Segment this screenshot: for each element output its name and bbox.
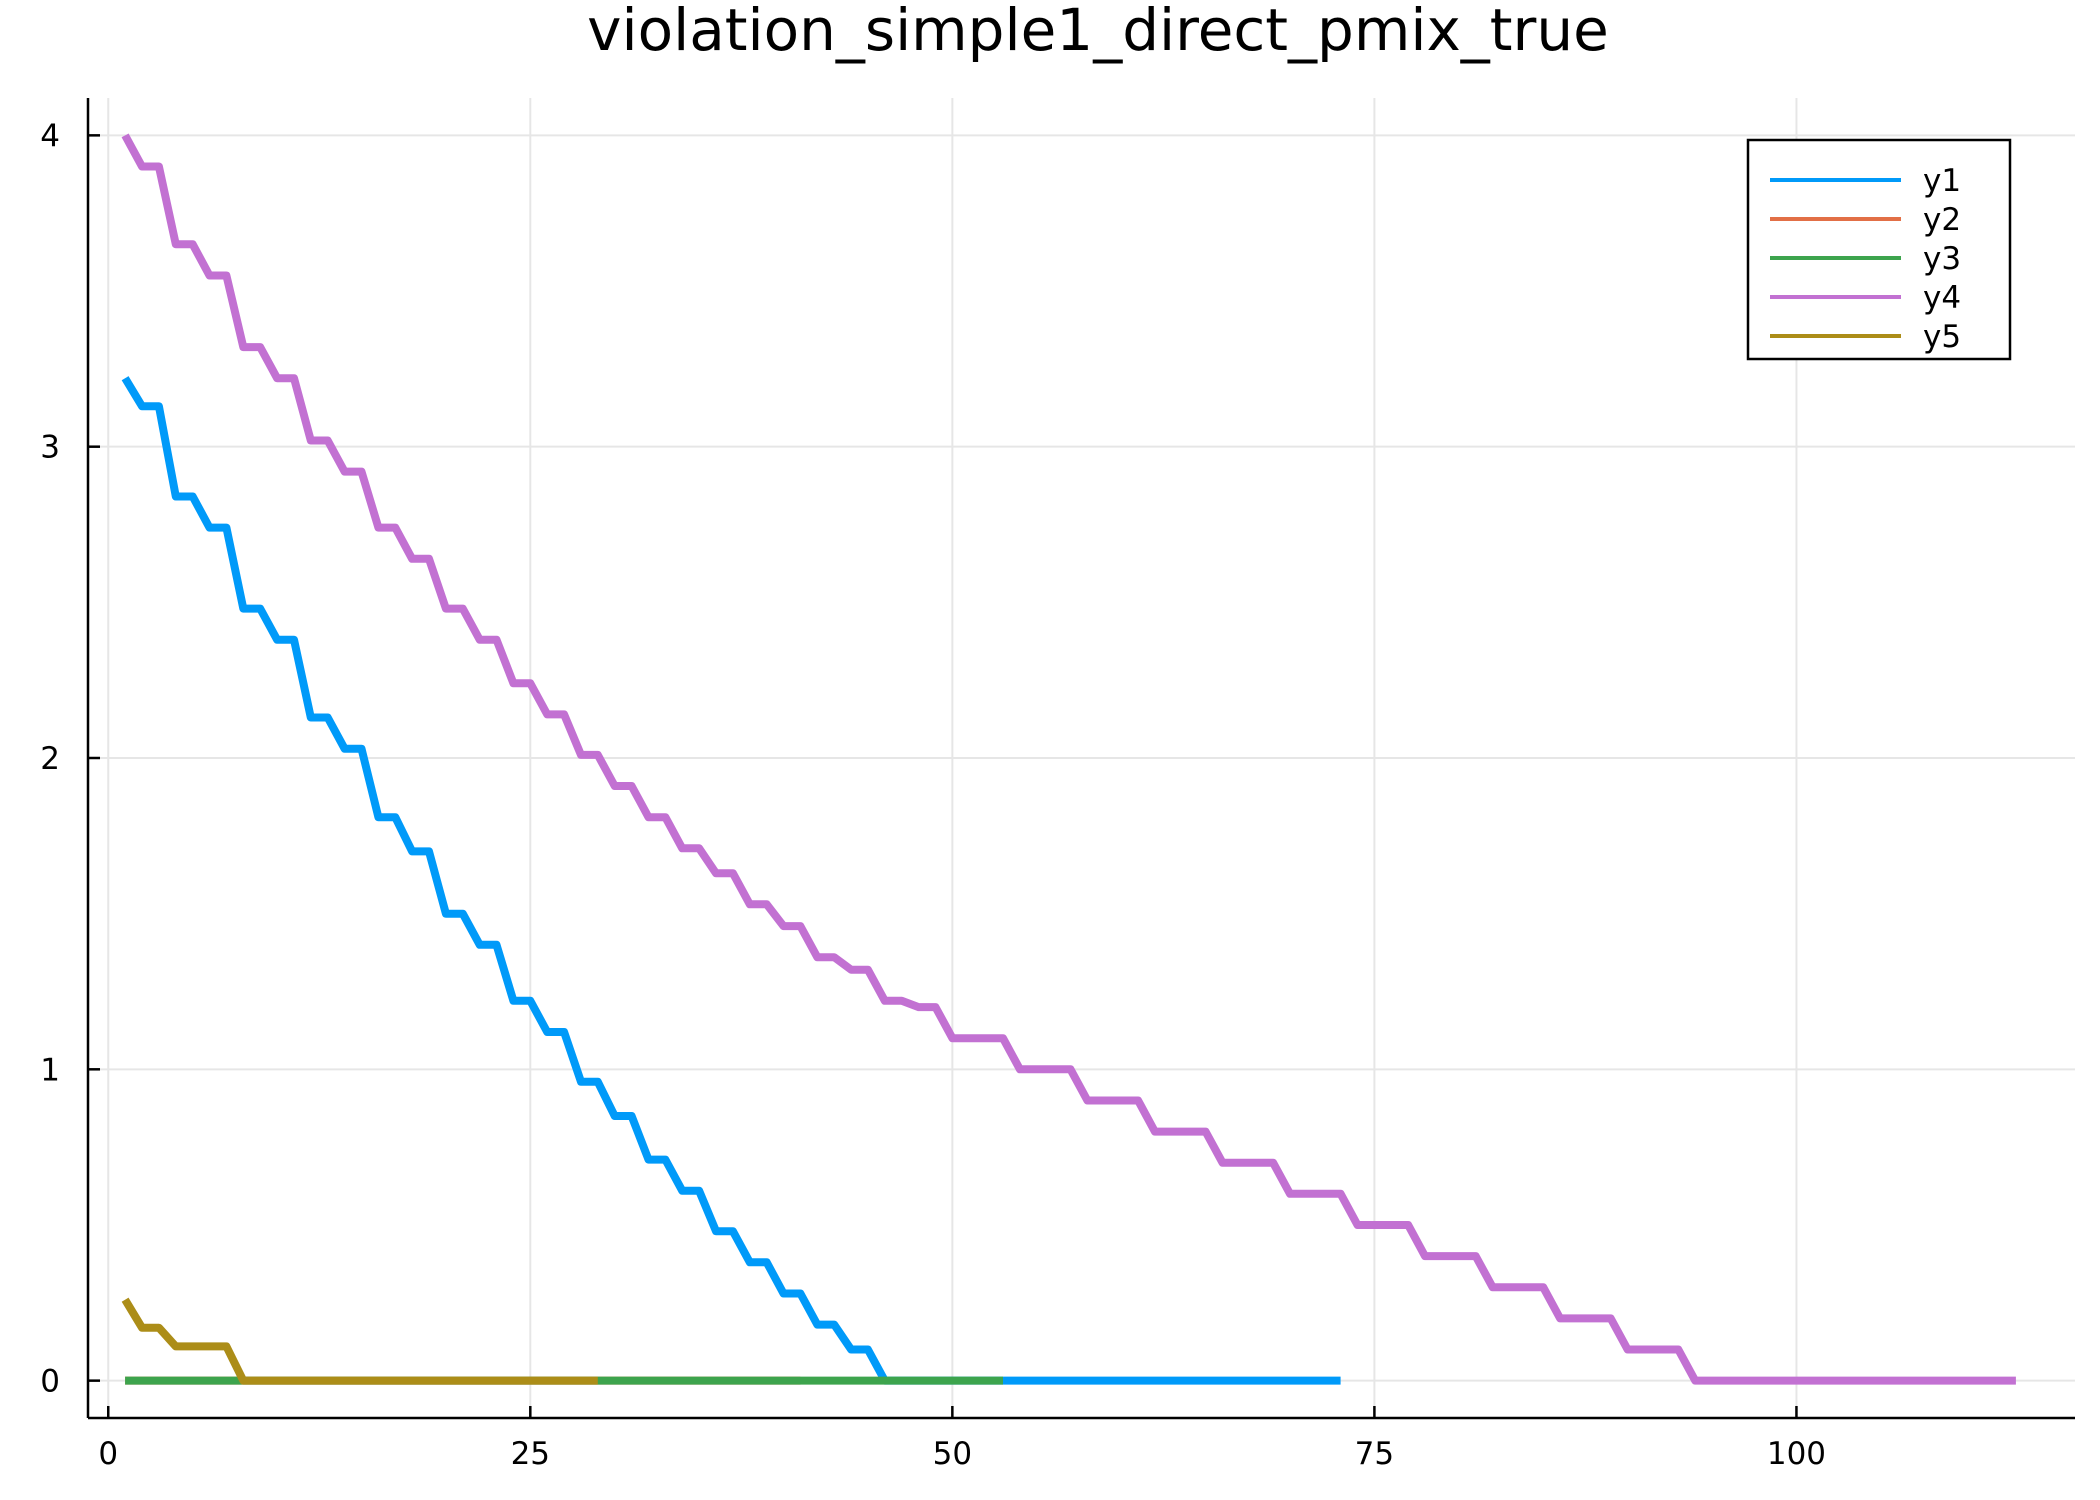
x-tick-labels: 0 25 50 75 100 xyxy=(98,1436,1826,1472)
y-tick-label: 3 xyxy=(40,430,60,466)
x-tick-label: 25 xyxy=(511,1436,550,1472)
legend-label-y5: y5 xyxy=(1923,319,1961,355)
series-line-y5 xyxy=(121,1297,598,1385)
plot-lines xyxy=(121,133,2016,1385)
legend-label-y2: y2 xyxy=(1923,202,1961,238)
legend-label-y4: y4 xyxy=(1923,280,1961,316)
y-tick-label: 0 xyxy=(40,1364,60,1400)
series-line-y1 xyxy=(121,376,1341,1385)
y-tick-label: 4 xyxy=(40,118,60,154)
chart-title: violation_simple1_direct_pmix_true xyxy=(587,0,1609,64)
x-tick-label: 50 xyxy=(933,1436,972,1472)
y-tick-label: 1 xyxy=(40,1052,60,1088)
legend-label-y3: y3 xyxy=(1923,241,1961,277)
axes xyxy=(86,98,2075,1420)
y-tick-labels: 0 1 2 3 4 xyxy=(40,118,60,1399)
x-tick-label: 0 xyxy=(98,1436,118,1472)
legend-label-y1: y1 xyxy=(1923,163,1961,199)
x-tick-label: 100 xyxy=(1767,1436,1826,1472)
legend-box xyxy=(1746,138,2012,361)
y-tick-label: 2 xyxy=(40,741,60,777)
series-line-y4 xyxy=(121,133,2016,1385)
x-tick-label: 75 xyxy=(1355,1436,1394,1472)
